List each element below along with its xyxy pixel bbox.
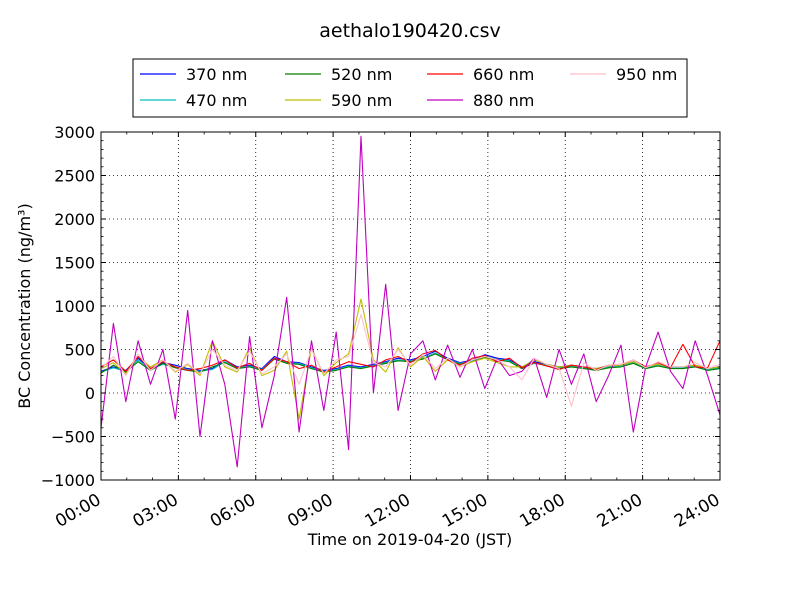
x-axis-label: Time on 2019-04-20 (JST)	[307, 530, 512, 549]
y-tick-label: 0	[85, 384, 95, 403]
legend-label: 370 nm	[186, 65, 247, 84]
series-line-520-nm	[100, 353, 721, 374]
legend-entry: 660 nm	[427, 65, 534, 84]
legend-label: 520 nm	[331, 65, 392, 84]
legend-entry: 520 nm	[285, 65, 392, 84]
y-tick-label: 1000	[54, 297, 95, 316]
legend-entry: 950 nm	[570, 65, 677, 84]
y-tick-label: −500	[51, 428, 95, 447]
series-line-590-nm	[100, 298, 721, 420]
y-tick-label: 2500	[54, 167, 95, 186]
legend-entry: 590 nm	[285, 91, 392, 110]
series-layer	[100, 135, 721, 468]
legend-entry: 370 nm	[140, 65, 247, 84]
legend-entry: 470 nm	[140, 91, 247, 110]
legend-entry: 880 nm	[427, 91, 534, 110]
y-tick-label: 2000	[54, 210, 95, 229]
series-line-880-nm	[100, 135, 721, 468]
legend-label: 590 nm	[331, 91, 392, 110]
series-line-950-nm	[100, 314, 721, 407]
legend-label: 950 nm	[616, 65, 677, 84]
chart-title: aethalo190420.csv	[319, 20, 501, 42]
legend-label: 660 nm	[473, 65, 534, 84]
y-tick-label: −1000	[41, 471, 95, 490]
y-axis: −1000 −500 0 500 1000 1500 2000 2500 3000	[41, 123, 720, 490]
y-tick-label: 3000	[54, 123, 95, 142]
y-tick-label: 1500	[54, 254, 95, 273]
y-tick-label: 500	[64, 341, 95, 360]
legend-label: 470 nm	[186, 91, 247, 110]
legend: 370 nm 470 nm 520 nm 590 nm 660 nm 880 nm 950 …	[132, 58, 688, 118]
y-axis-label: BC Concentration (ng/m³)	[15, 203, 34, 408]
legend-label: 880 nm	[473, 91, 534, 110]
legend-frame	[132, 58, 688, 118]
